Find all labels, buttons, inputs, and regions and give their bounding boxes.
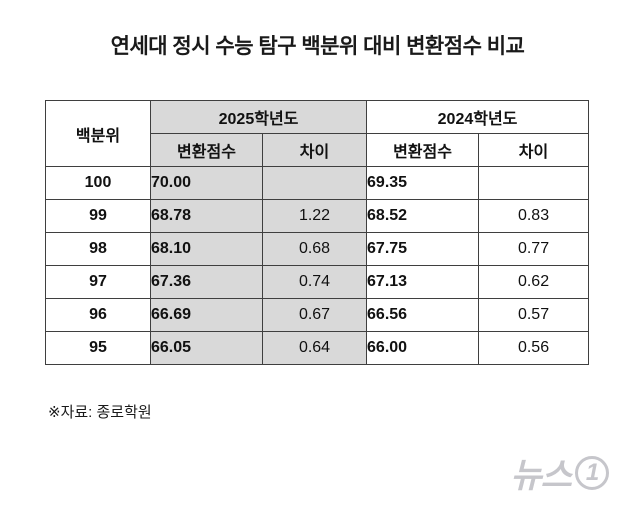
score-2024-cell: 67.13 xyxy=(366,265,480,299)
col-header-2024-diff: 차이 xyxy=(478,133,590,167)
diff-2024-cell: 0.62 xyxy=(478,265,590,299)
table-header-row-groups: 백분위 2025학년도 2024학년도 xyxy=(45,100,590,167)
score-2025-cell: 70.00 xyxy=(150,166,263,200)
diff-2025-cell xyxy=(261,166,368,200)
col-header-2024-score: 변환점수 xyxy=(366,133,480,167)
table-row: 95 66.05 0.64 66.00 0.56 xyxy=(45,331,590,365)
score-2025-cell: 67.36 xyxy=(150,265,263,299)
table-header-row-sub: 변환점수 차이 변환점수 차이 xyxy=(46,133,590,167)
year-2025-group-header: 2025학년도 xyxy=(149,100,368,134)
news1-watermark: 뉴스 1 xyxy=(510,448,609,497)
source-note: ※자료: 종로학원 xyxy=(48,404,152,421)
score-2024-cell: 66.00 xyxy=(366,331,480,365)
diff-2025-cell: 1.22 xyxy=(261,199,368,233)
percentile-cell: 98 xyxy=(45,232,151,266)
news1-logo-one-icon: 1 xyxy=(575,455,609,490)
percentile-column-header: 백분위 xyxy=(45,100,151,167)
percentile-cell: 96 xyxy=(45,298,151,332)
score-2024-cell: 69.35 xyxy=(366,166,480,200)
table-row: 99 68.78 1.22 68.52 0.83 xyxy=(45,199,590,233)
percentile-cell: 99 xyxy=(45,199,151,233)
score-2025-cell: 68.10 xyxy=(150,232,263,266)
diff-2025-cell: 0.67 xyxy=(261,298,368,332)
col-header-2025-score: 변환점수 xyxy=(150,133,263,167)
score-2025-cell: 66.05 xyxy=(150,331,263,365)
table-row: 97 67.36 0.74 67.13 0.62 xyxy=(45,265,590,299)
year-2024-group-header: 2024학년도 xyxy=(366,100,590,134)
percentile-cell: 100 xyxy=(45,166,151,200)
percentile-cell: 97 xyxy=(45,265,151,299)
score-2024-cell: 67.75 xyxy=(366,232,480,266)
table-row: 96 66.69 0.67 66.56 0.57 xyxy=(45,298,590,332)
diff-2024-cell: 0.57 xyxy=(478,298,590,332)
table-row: 98 68.10 0.68 67.75 0.77 xyxy=(45,232,590,266)
score-2025-cell: 66.69 xyxy=(150,298,263,332)
col-header-2025-diff: 차이 xyxy=(261,133,368,167)
score-2024-cell: 66.56 xyxy=(366,298,480,332)
diff-2025-cell: 0.68 xyxy=(261,232,368,266)
diff-2024-cell: 0.56 xyxy=(478,331,590,365)
diff-2025-cell: 0.64 xyxy=(261,331,368,365)
diff-2024-cell: 0.83 xyxy=(478,199,590,233)
percentile-cell: 95 xyxy=(45,331,151,365)
score-2024-cell: 68.52 xyxy=(366,199,480,233)
news1-logo-text: 뉴스 xyxy=(510,457,572,495)
score-2025-cell: 68.78 xyxy=(150,199,263,233)
page-title: 연세대 정시 수능 탐구 백분위 대비 변환점수 비교 xyxy=(110,35,525,58)
table-row: 100 70.00 69.35 xyxy=(45,166,590,200)
score-comparison-table: 백분위 2025학년도 2024학년도 변환점수 차이 변환점수 차이 100 … xyxy=(45,100,590,365)
diff-2024-cell: 0.77 xyxy=(478,232,590,266)
diff-2025-cell: 0.74 xyxy=(261,265,368,299)
diff-2024-cell xyxy=(478,166,590,200)
